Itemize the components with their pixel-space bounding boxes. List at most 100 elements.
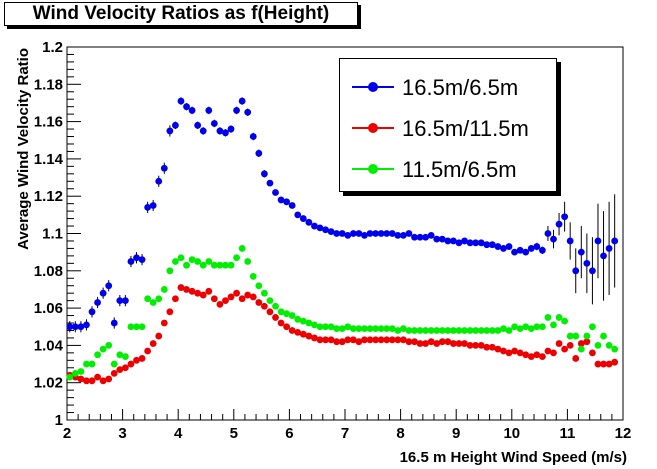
x-tick-label: 12	[615, 425, 632, 442]
series-1	[66, 284, 619, 385]
data-point	[144, 203, 152, 211]
data-point	[94, 373, 101, 381]
data-point	[349, 230, 357, 237]
data-point	[260, 302, 268, 310]
data-point	[333, 338, 341, 346]
data-point	[305, 218, 313, 226]
y-tick-label: 1.06	[34, 300, 63, 317]
legend-label: 16.5m/11.5m	[402, 116, 529, 141]
data-point	[388, 336, 396, 344]
data-point	[327, 228, 335, 236]
data-point	[450, 237, 457, 245]
data-point	[322, 323, 329, 331]
data-point	[316, 323, 324, 331]
data-point	[505, 243, 513, 250]
data-point	[177, 97, 185, 105]
data-point	[227, 261, 235, 269]
legend-marker-green	[368, 164, 378, 174]
data-point	[249, 133, 257, 140]
data-point	[116, 297, 124, 305]
data-point	[566, 237, 574, 245]
data-point	[133, 254, 140, 262]
y-tick-label: 1.18	[34, 76, 63, 93]
y-tick-label: 1.14	[34, 151, 64, 168]
data-point	[372, 336, 379, 344]
data-point	[77, 323, 85, 331]
data-point	[244, 108, 252, 116]
data-point	[105, 342, 113, 349]
data-point	[511, 347, 518, 355]
data-point	[399, 231, 407, 239]
data-point	[461, 327, 468, 334]
data-point	[138, 323, 146, 331]
data-point	[305, 319, 313, 327]
data-point	[283, 198, 291, 206]
data-point	[411, 327, 418, 334]
data-point	[177, 284, 185, 291]
data-point	[338, 325, 346, 333]
data-point	[299, 215, 307, 222]
data-point	[555, 314, 563, 321]
data-point	[388, 230, 396, 237]
data-point	[466, 342, 474, 349]
data-point	[88, 308, 96, 316]
x-tick-label: 2	[63, 425, 71, 442]
data-point	[210, 261, 218, 269]
data-point	[383, 336, 391, 344]
data-point	[377, 230, 385, 237]
data-point	[561, 317, 569, 325]
data-point	[299, 317, 307, 325]
data-point	[294, 328, 302, 336]
data-point	[611, 237, 619, 245]
data-point	[405, 338, 413, 346]
data-point	[561, 213, 569, 221]
data-point	[88, 360, 96, 368]
data-point	[455, 340, 463, 347]
data-point	[611, 345, 619, 353]
data-point	[216, 300, 224, 308]
data-point	[188, 107, 196, 114]
data-point	[149, 299, 157, 306]
data-point	[605, 245, 613, 252]
data-point	[210, 120, 218, 127]
data-point	[121, 297, 129, 305]
data-point	[377, 325, 385, 333]
data-point	[71, 323, 79, 331]
data-point	[160, 164, 168, 172]
data-point	[133, 323, 140, 331]
data-point	[361, 336, 368, 344]
data-point	[244, 258, 252, 265]
data-point	[572, 355, 580, 362]
data-point	[272, 302, 279, 310]
data-point	[116, 366, 124, 374]
data-point	[260, 170, 268, 178]
data-point	[99, 289, 107, 297]
data-point	[544, 347, 552, 355]
data-point	[477, 239, 485, 247]
data-point	[199, 127, 207, 135]
data-point	[605, 360, 613, 368]
data-point	[416, 340, 424, 347]
data-point	[233, 254, 240, 262]
data-point	[416, 327, 424, 334]
data-point	[94, 299, 101, 306]
data-point	[477, 342, 485, 349]
data-point	[166, 308, 174, 316]
data-point	[483, 343, 491, 351]
data-point	[144, 347, 152, 355]
legend-entry-16p5-6p5: 16.5m/6.5m	[340, 67, 556, 107]
data-point	[494, 345, 502, 353]
data-point	[522, 248, 530, 256]
data-point	[127, 360, 135, 368]
data-point	[527, 325, 535, 333]
data-point	[505, 327, 513, 334]
data-point	[488, 343, 496, 351]
data-point	[322, 226, 329, 234]
data-point	[105, 375, 113, 383]
data-point	[500, 245, 507, 252]
data-point	[244, 291, 252, 299]
data-point	[344, 231, 352, 239]
data-point	[83, 377, 90, 385]
x-tick-label: 4	[174, 425, 183, 442]
data-point	[233, 289, 240, 297]
